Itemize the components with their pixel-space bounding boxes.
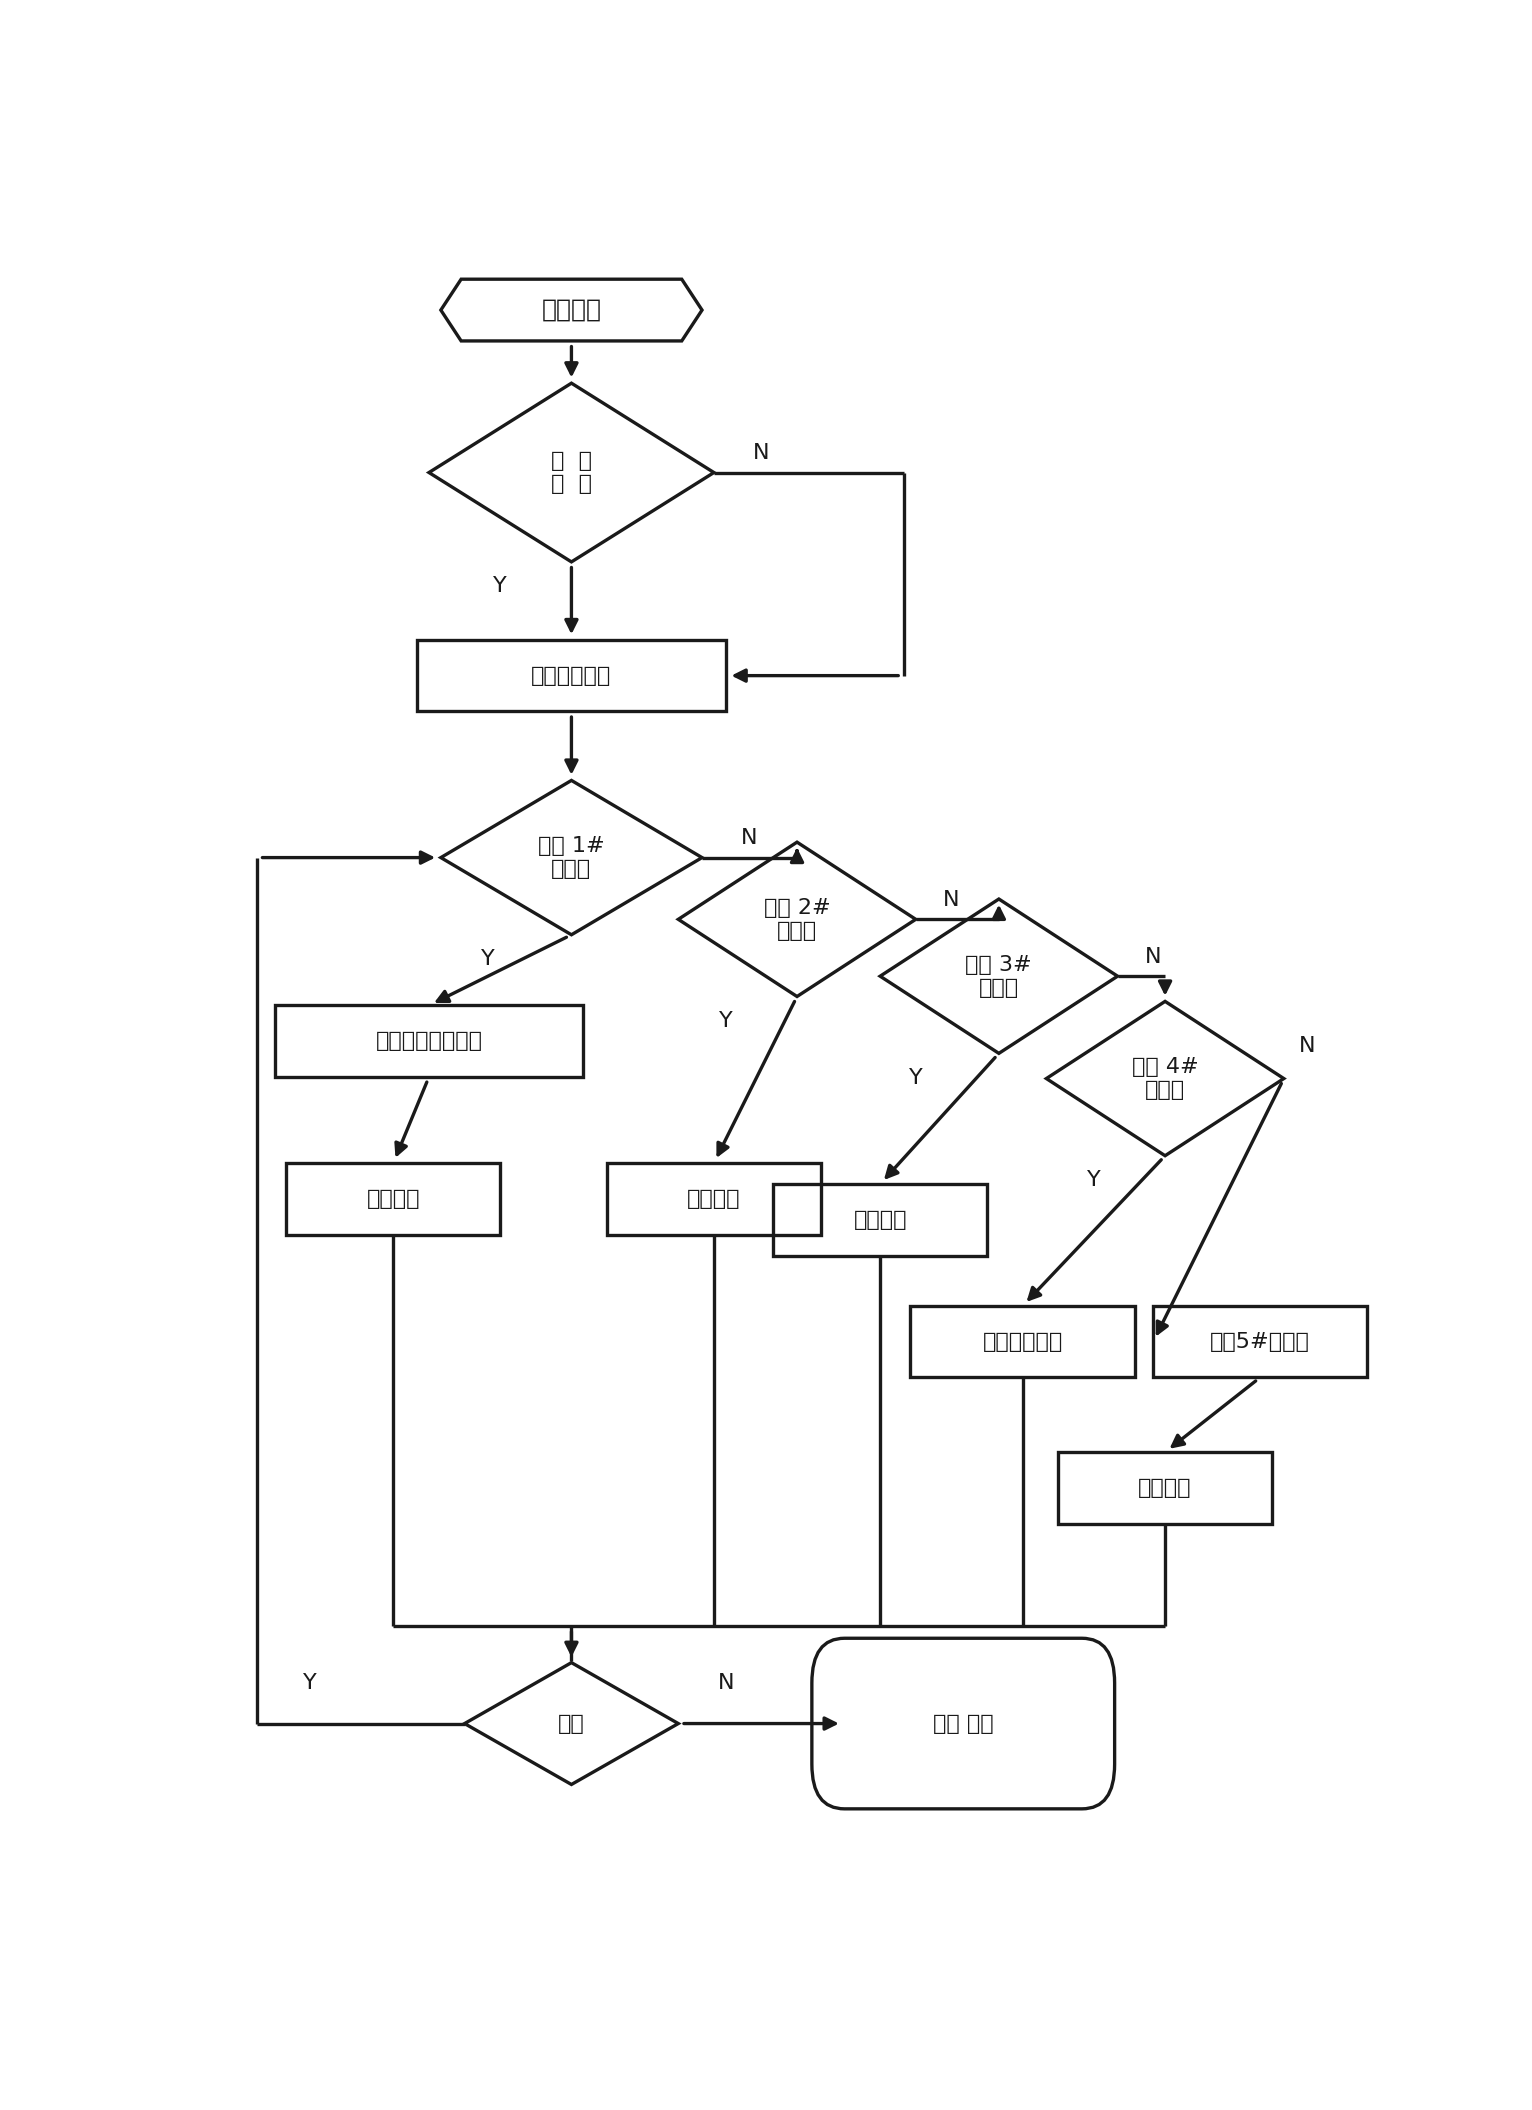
Text: N: N [944,890,959,909]
Text: N: N [741,827,758,848]
Text: Y: Y [908,1068,922,1089]
Bar [774,1184,987,1255]
Bar [910,1306,1135,1378]
Text: 亮度、色坐标计算: 亮度、色坐标计算 [375,1032,483,1051]
Bar [286,1163,499,1234]
Text: N: N [1144,947,1161,966]
Text: 系统 终止: 系统 终止 [933,1713,994,1734]
Text: N: N [717,1673,734,1692]
Bar [1154,1306,1367,1378]
Bar [1059,1452,1272,1523]
Text: 是  否
标  定: 是 否 标 定 [552,452,591,494]
Text: Y: Y [303,1673,317,1692]
Bar [417,639,726,711]
Text: 选择 2#
子系统: 选择 2# 子系统 [763,897,830,941]
Text: N: N [1299,1036,1316,1055]
Text: N: N [754,443,769,462]
Text: 系统开始: 系统开始 [541,298,602,323]
Bar [274,1006,584,1076]
Text: 配光计算: 配光计算 [853,1209,907,1230]
Bar [607,1163,821,1234]
Text: 返回: 返回 [558,1713,585,1734]
Text: 采光系数计算: 采光系数计算 [982,1331,1063,1353]
Text: 照度计算: 照度计算 [688,1188,740,1209]
Text: Y: Y [481,950,495,968]
Text: 日照计算: 日照计算 [1138,1477,1192,1498]
Text: 眩光计算: 眩光计算 [366,1188,420,1209]
Text: 选择 4#
子系统: 选择 4# 子系统 [1132,1057,1198,1099]
Text: 进入5#子系统: 进入5#子系统 [1210,1331,1310,1353]
Text: Y: Y [1088,1171,1100,1190]
Text: 选择 3#
子系统: 选择 3# 子系统 [965,954,1033,998]
Text: 选择 1#
子系统: 选择 1# 子系统 [538,836,605,880]
Text: 系统标定过程: 系统标定过程 [532,665,611,686]
Text: Y: Y [719,1011,732,1032]
Text: Y: Y [493,576,507,597]
